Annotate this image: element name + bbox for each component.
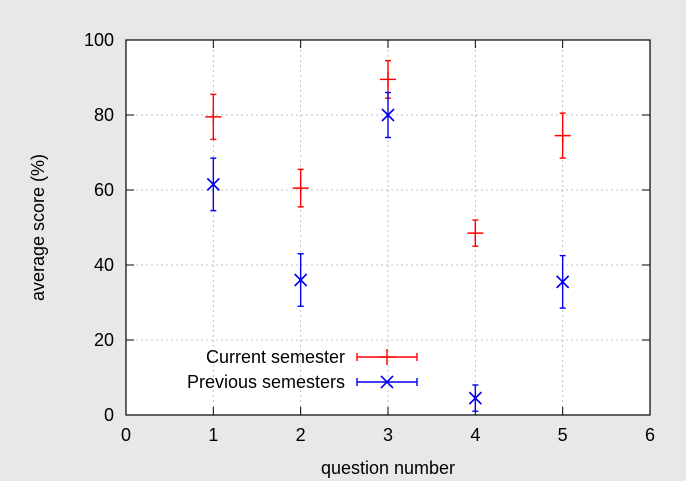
y-tick-label: 0 — [104, 405, 114, 425]
cross-marker — [294, 273, 308, 287]
cross-marker — [380, 375, 394, 389]
data-point — [554, 112, 571, 159]
x-axis-label: question number — [321, 458, 455, 478]
y-tick-label: 20 — [94, 330, 114, 350]
y-tick-label: 60 — [94, 180, 114, 200]
legend-label: Previous semesters — [187, 372, 345, 392]
x-tick-label: 6 — [645, 425, 655, 445]
x-tick-label: 3 — [383, 425, 393, 445]
data-point — [292, 168, 309, 208]
y-tick-label: 100 — [84, 30, 114, 50]
data-series — [205, 59, 571, 412]
legend-item: Current semester — [206, 347, 418, 367]
data-point — [205, 93, 222, 141]
x-tick-label: 1 — [208, 425, 218, 445]
series-previous-semesters — [206, 91, 570, 412]
y-tick-label: 40 — [94, 255, 114, 275]
x-tick-label: 0 — [121, 425, 131, 445]
data-point — [467, 219, 484, 247]
y-tick-label: 80 — [94, 105, 114, 125]
cross-marker — [468, 391, 482, 405]
cross-marker — [381, 108, 395, 122]
cross-marker — [206, 177, 220, 191]
y-axis-label: average score (%) — [28, 154, 48, 301]
data-point — [206, 157, 220, 212]
data-point — [294, 253, 308, 307]
legend: Current semester Previous semesters — [187, 347, 418, 392]
x-tick-label: 2 — [296, 425, 306, 445]
cross-marker — [556, 275, 570, 289]
x-tick-label: 5 — [558, 425, 568, 445]
series-current-semester — [205, 59, 571, 247]
data-point — [381, 91, 395, 139]
data-point — [556, 254, 570, 309]
x-tick-label: 4 — [470, 425, 480, 445]
legend-label: Current semester — [206, 347, 345, 367]
data-point — [468, 384, 482, 412]
legend-item: Previous semesters — [187, 372, 418, 392]
